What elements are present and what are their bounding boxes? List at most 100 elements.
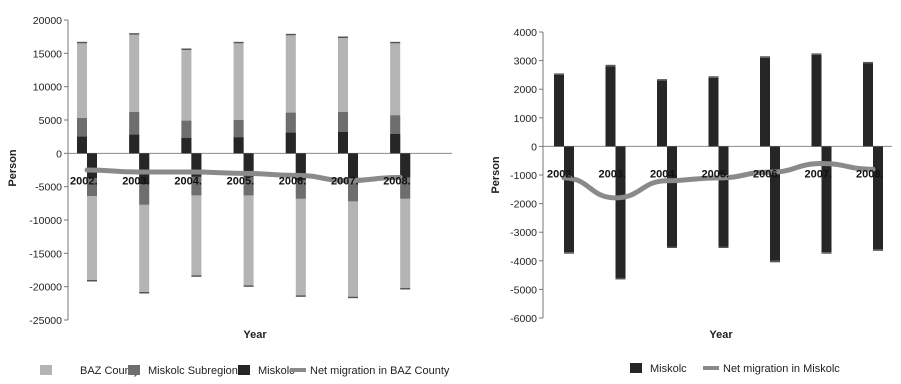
bar-negative bbox=[87, 153, 97, 178]
legend-swatch bbox=[128, 365, 140, 375]
bar-negative bbox=[295, 153, 306, 180]
bar-negative bbox=[667, 146, 677, 247]
bar-positive bbox=[863, 63, 873, 147]
x-tick-label: 2007. bbox=[805, 168, 833, 180]
bar-cap bbox=[129, 33, 140, 35]
bar-positive bbox=[233, 137, 244, 154]
y-tick-label: 10000 bbox=[33, 82, 62, 94]
bar-negative bbox=[615, 146, 626, 278]
bar-cap bbox=[139, 292, 150, 294]
y-tick-label: 0 bbox=[531, 141, 537, 153]
bar-positive bbox=[129, 134, 140, 154]
bar-positive bbox=[605, 66, 616, 147]
bar-negative bbox=[718, 146, 729, 247]
bar-positive bbox=[77, 43, 87, 154]
bar-cap bbox=[615, 277, 626, 280]
bar-negative bbox=[400, 153, 411, 178]
y-tick-label: 2000 bbox=[514, 84, 538, 96]
legend-label: Net migration in BAZ County bbox=[310, 365, 450, 377]
y-tick-label: 5000 bbox=[39, 115, 63, 127]
bar-cap bbox=[285, 33, 296, 36]
bar-cap bbox=[191, 275, 202, 277]
bar-cap bbox=[400, 288, 411, 290]
bar-positive bbox=[554, 74, 564, 147]
net-migration-line bbox=[84, 167, 403, 184]
x-tick-label: 2003. bbox=[122, 175, 150, 187]
bar-positive bbox=[338, 132, 348, 154]
y-tick-label: -3000 bbox=[510, 227, 537, 239]
x-tick-label: 2004. bbox=[174, 175, 202, 187]
bar-positive bbox=[390, 134, 401, 154]
y-tick-label: -15000 bbox=[29, 248, 62, 260]
bar-positive bbox=[285, 35, 296, 154]
bar-cap bbox=[657, 79, 667, 81]
legend-label: Net migration in Miskolc bbox=[723, 363, 840, 375]
bar-positive bbox=[811, 54, 822, 147]
bar-cap bbox=[718, 246, 729, 248]
bar-positive bbox=[181, 50, 192, 154]
bar-negative bbox=[191, 153, 202, 177]
y-tick-label: 3000 bbox=[514, 56, 538, 68]
bar-cap bbox=[873, 249, 883, 251]
bar-negative bbox=[770, 146, 780, 261]
x-tick-label: 2008. bbox=[856, 168, 884, 180]
bar-negative bbox=[821, 146, 832, 253]
x-tick-label: 2002. bbox=[70, 175, 98, 187]
bar-negative bbox=[191, 153, 202, 276]
bar-positive bbox=[338, 38, 348, 154]
legend-swatch bbox=[238, 365, 250, 375]
legend-label: BAZ County bbox=[80, 365, 140, 377]
legend-label: Miskolc bbox=[650, 363, 687, 375]
legend-swatch bbox=[40, 365, 52, 375]
bar-negative bbox=[139, 153, 150, 184]
bar-positive bbox=[657, 80, 667, 147]
y-axis-title: Person bbox=[7, 149, 19, 187]
bar-cap bbox=[667, 246, 677, 248]
bar-negative bbox=[564, 146, 574, 253]
y-tick-label: 1000 bbox=[514, 113, 538, 125]
bar-positive bbox=[129, 112, 140, 154]
x-tick-label: 2005. bbox=[702, 168, 730, 180]
bar-negative bbox=[243, 153, 254, 177]
bar-negative bbox=[243, 153, 254, 286]
bar-cap bbox=[181, 48, 192, 50]
x-tick-label: 2005. bbox=[227, 175, 255, 187]
x-axis-title: Year bbox=[243, 329, 267, 341]
bar-cap bbox=[390, 41, 401, 44]
bar-positive bbox=[181, 120, 192, 154]
y-tick-label: 4000 bbox=[514, 27, 538, 39]
bar-cap bbox=[760, 56, 770, 58]
x-tick-label: 2006. bbox=[753, 168, 781, 180]
bar-cap bbox=[338, 36, 348, 38]
y-tick-label: -10000 bbox=[29, 215, 62, 227]
bar-cap bbox=[811, 53, 822, 55]
y-tick-label: -1000 bbox=[510, 170, 537, 182]
y-tick-label: 20000 bbox=[33, 15, 62, 27]
bar-positive bbox=[129, 34, 140, 154]
bar-cap bbox=[708, 76, 719, 78]
bar-negative bbox=[348, 153, 358, 178]
bar-negative bbox=[295, 153, 306, 296]
bar-negative bbox=[873, 146, 883, 250]
bar-cap bbox=[243, 285, 254, 287]
bar-cap bbox=[295, 295, 306, 297]
bar-cap bbox=[564, 252, 574, 254]
bar-cap bbox=[770, 260, 780, 263]
bar-cap bbox=[233, 41, 244, 44]
bar-positive bbox=[760, 57, 770, 147]
x-tick-label: 2006. bbox=[279, 175, 307, 187]
chart-right-miskolc: 4000 3000 2000 1000 0 -1000 -2000 -3000 -4000 -50… bbox=[490, 27, 892, 375]
y-tick-label: -5000 bbox=[510, 284, 537, 296]
y-tick-label: -6000 bbox=[510, 313, 537, 325]
net-migration-line bbox=[561, 161, 876, 201]
y-tick-label: -25000 bbox=[29, 315, 62, 327]
x-tick-label: 2003. bbox=[599, 168, 627, 180]
bar-cap bbox=[87, 280, 97, 282]
y-tick-label: 0 bbox=[56, 148, 62, 160]
chart-left-baz-county: 20000 15000 10000 5000 0 -5000 -10000 -15000 -20… bbox=[7, 15, 452, 377]
bar-positive bbox=[708, 77, 719, 147]
bar-cap bbox=[348, 296, 358, 299]
bar-negative bbox=[87, 153, 97, 280]
legend-label: Miskolc Subregion bbox=[148, 365, 238, 377]
